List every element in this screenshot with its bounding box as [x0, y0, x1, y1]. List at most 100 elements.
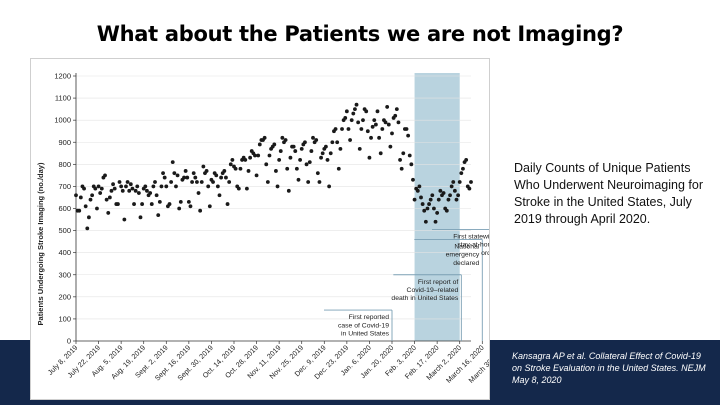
data-point — [294, 166, 299, 171]
data-point — [264, 162, 269, 167]
data-point — [214, 173, 219, 178]
data-point — [377, 135, 382, 140]
data-point — [151, 184, 156, 189]
data-point — [343, 116, 348, 120]
data-point — [191, 171, 196, 176]
data-point — [407, 153, 412, 158]
data-point — [257, 142, 262, 147]
data-point — [427, 202, 431, 206]
data-point — [253, 153, 257, 158]
data-point — [430, 193, 435, 198]
data-point — [154, 193, 159, 198]
data-point — [451, 180, 456, 184]
data-point — [177, 206, 182, 211]
data-point — [82, 186, 86, 191]
data-point — [333, 127, 338, 131]
data-point — [243, 158, 248, 162]
data-point — [140, 202, 145, 206]
data-point — [153, 180, 157, 184]
data-point — [373, 122, 378, 127]
data-point — [436, 197, 441, 202]
data-point — [380, 127, 385, 131]
data-point — [228, 162, 233, 167]
data-point — [425, 206, 430, 211]
data-point — [219, 175, 224, 180]
data-point — [433, 219, 438, 224]
y-tick-label: 400 — [58, 248, 71, 257]
data-point — [199, 180, 204, 184]
data-point — [378, 151, 383, 156]
data-point — [224, 175, 228, 180]
data-point — [254, 173, 259, 178]
data-point — [99, 186, 104, 191]
data-point — [386, 122, 391, 127]
data-point — [325, 158, 330, 162]
data-point — [238, 166, 243, 171]
data-point — [317, 180, 322, 184]
data-point — [227, 180, 232, 184]
data-point — [299, 146, 304, 151]
data-point — [307, 160, 312, 165]
data-point — [383, 120, 388, 125]
y-tick-labels: 0 100 200 300 400 500 600 700 800 900 1000 1100 1200 — [54, 72, 71, 346]
annotation-text: stay-at-home — [457, 242, 489, 249]
data-point — [86, 215, 91, 220]
data-point — [406, 133, 411, 138]
data-point — [265, 180, 270, 184]
data-point — [323, 144, 328, 149]
data-point — [246, 169, 251, 173]
data-point — [156, 213, 161, 218]
annotation-text: death in United States — [391, 295, 458, 302]
data-point — [236, 186, 241, 191]
data-point — [96, 184, 101, 189]
data-point — [469, 180, 473, 184]
data-point — [454, 197, 459, 202]
figure-caption: Daily Counts of Unique Patients Who Unde… — [514, 161, 703, 226]
y-tick-label: 300 — [58, 270, 71, 279]
data-point — [274, 169, 278, 173]
gridlines — [73, 75, 471, 342]
data-point — [215, 184, 220, 189]
data-point — [124, 184, 128, 189]
data-point — [145, 188, 149, 193]
data-point — [452, 188, 457, 193]
data-point — [90, 193, 95, 198]
data-point — [359, 127, 364, 131]
data-point — [441, 191, 446, 195]
data-point — [103, 173, 107, 178]
data-point — [306, 180, 311, 184]
data-point — [98, 191, 103, 195]
data-point — [127, 188, 132, 193]
axes — [75, 73, 471, 342]
data-point — [185, 175, 190, 180]
data-point — [143, 184, 148, 189]
data-point — [388, 144, 393, 149]
y-tick-label: 900 — [58, 138, 71, 147]
data-point — [309, 149, 314, 153]
annotation-text: in United States — [341, 330, 390, 337]
data-point — [394, 107, 399, 112]
y-tick-label: 100 — [58, 314, 71, 323]
data-point — [351, 111, 356, 116]
data-point — [365, 129, 370, 134]
data-point — [364, 109, 369, 114]
data-point — [461, 166, 465, 171]
data-point — [248, 155, 253, 160]
data-point — [296, 177, 301, 182]
data-point — [125, 180, 130, 184]
data-point — [204, 169, 209, 173]
data-point — [112, 186, 117, 191]
data-point — [420, 202, 425, 206]
data-point — [349, 118, 354, 123]
data-point — [385, 105, 390, 109]
data-point — [120, 188, 125, 193]
data-point — [159, 184, 164, 189]
data-point — [435, 211, 440, 215]
data-point — [448, 193, 452, 198]
data-point — [133, 188, 138, 193]
data-point — [111, 182, 115, 187]
y-tick-label: 1000 — [54, 116, 71, 125]
data-point — [109, 188, 114, 193]
data-point — [428, 197, 433, 202]
